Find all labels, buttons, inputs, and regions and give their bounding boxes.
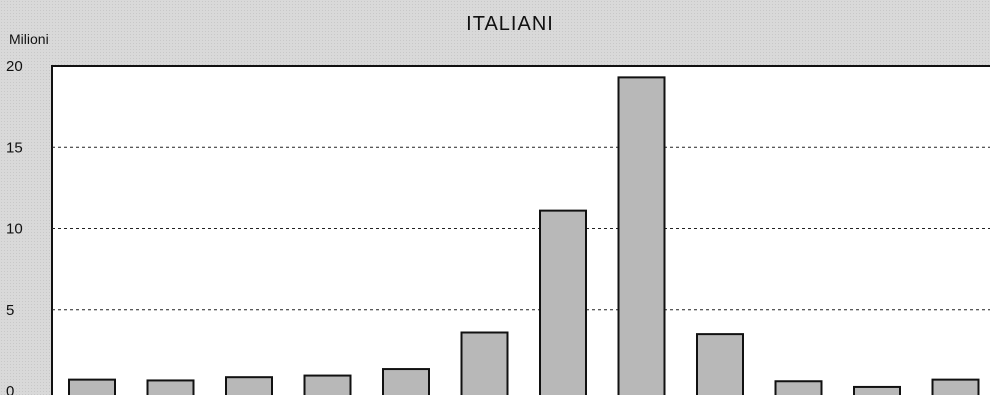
chart-title: ITALIANI [466, 13, 554, 35]
bar [68, 378, 116, 395]
y-tick-labels: 0 5 10 15 20 [6, 58, 23, 395]
bar [853, 385, 901, 395]
bar [303, 374, 352, 395]
bar [774, 380, 823, 395]
bar [539, 209, 587, 395]
bar [382, 368, 430, 395]
y-axis-label: Milioni [9, 31, 49, 47]
bar [696, 333, 744, 395]
gridlines [52, 146, 990, 311]
bar [931, 378, 980, 395]
bar [146, 379, 195, 395]
y-tick-label: 10 [6, 221, 23, 238]
bar [617, 76, 666, 395]
bars [68, 76, 980, 395]
bar [225, 376, 273, 395]
y-tick-label: 0 [6, 383, 14, 395]
plot-area [51, 65, 990, 395]
y-tick-label: 15 [6, 139, 23, 156]
y-tick-label: 5 [6, 302, 14, 319]
y-tick-label: 20 [6, 58, 23, 75]
bar [460, 331, 509, 395]
